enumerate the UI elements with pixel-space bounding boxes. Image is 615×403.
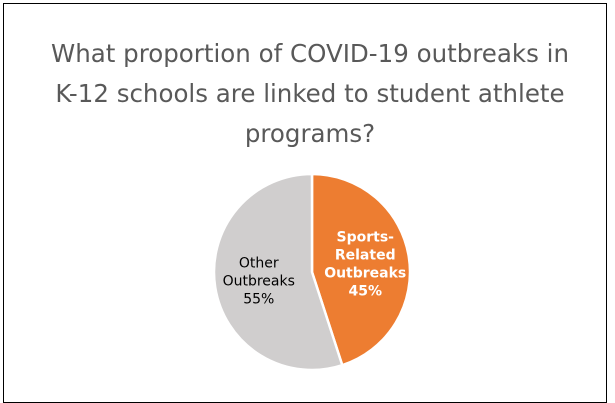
data-label-line: Related	[335, 248, 396, 264]
data-label-line: Sports-	[337, 230, 395, 246]
chart-title: What proportion of COVID-19 outbreaks in…	[51, 39, 569, 148]
data-label-line: 45%	[348, 284, 382, 300]
data-label-other: Other Outbreaks 55%	[223, 255, 295, 307]
data-label-line: Other	[239, 255, 279, 271]
pie-slice-other	[212, 172, 344, 372]
data-label-line: Outbreaks	[223, 273, 295, 289]
data-label-line: 55%	[243, 291, 274, 307]
data-label-line: Outbreaks	[324, 266, 406, 282]
data-label-sports-related: Sports- Related Outbreaks 45%	[324, 230, 406, 300]
pie-slice-sports-related	[310, 172, 412, 367]
